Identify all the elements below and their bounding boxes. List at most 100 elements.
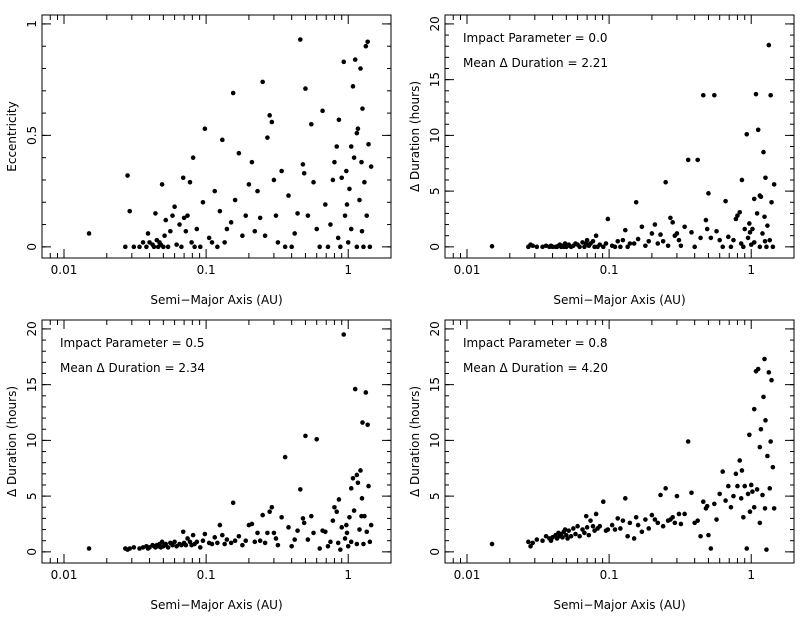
data-point <box>367 244 373 250</box>
data-point <box>190 532 196 538</box>
data-point <box>317 546 323 551</box>
data-point <box>627 241 633 246</box>
data-point <box>358 66 363 71</box>
data-point <box>123 244 128 250</box>
data-point <box>320 108 325 114</box>
data-point <box>670 514 675 520</box>
data-point <box>357 527 362 532</box>
data-point <box>282 454 288 460</box>
data-point <box>275 240 281 245</box>
data-point <box>573 531 578 537</box>
data-point <box>192 244 197 250</box>
data-point <box>359 496 365 501</box>
data-point <box>631 241 637 246</box>
data-point <box>187 179 193 185</box>
data-point <box>652 222 658 227</box>
x-tick-label: 0.1 <box>197 568 216 582</box>
data-point <box>526 539 531 545</box>
data-point <box>728 504 734 510</box>
data-point <box>706 532 711 538</box>
data-point <box>275 542 281 548</box>
data-point <box>364 529 370 535</box>
data-point <box>236 533 242 539</box>
data-point <box>758 426 764 432</box>
data-point <box>368 164 374 169</box>
data-point <box>704 226 710 232</box>
data-point <box>742 483 748 489</box>
data-point <box>745 491 751 497</box>
data-point <box>580 527 585 532</box>
data-point <box>300 516 306 521</box>
data-point <box>163 541 169 547</box>
data-point <box>714 228 719 234</box>
data-point <box>660 523 666 529</box>
data-point <box>153 211 158 216</box>
x-tick-label: 1 <box>747 263 755 277</box>
data-point <box>348 144 354 149</box>
data-point <box>249 521 255 527</box>
data-point <box>543 533 549 539</box>
data-point <box>363 43 369 49</box>
y-tick-label: 20 <box>428 16 442 31</box>
data-point <box>695 518 700 523</box>
data-point <box>738 241 744 246</box>
data-point <box>600 244 606 250</box>
data-point <box>200 538 206 544</box>
data-point <box>685 157 691 163</box>
data-point <box>317 244 323 250</box>
data-point <box>560 535 565 540</box>
data-point <box>605 216 611 222</box>
data-point <box>704 503 710 509</box>
data-point <box>165 545 171 550</box>
data-point <box>577 244 582 250</box>
data-point <box>197 244 203 250</box>
x-axis-label: Semi−Major Axis (AU) <box>150 293 282 307</box>
data-point <box>635 236 641 242</box>
data-point <box>334 509 340 515</box>
data-point <box>757 244 763 250</box>
data-point <box>770 244 776 250</box>
data-point <box>273 213 279 218</box>
data-point <box>220 137 225 143</box>
data-point <box>689 490 694 496</box>
data-point <box>586 532 592 538</box>
data-point <box>625 244 630 250</box>
x-tick-label: 0.01 <box>51 263 78 277</box>
data-point <box>751 240 757 245</box>
data-point <box>365 39 370 45</box>
data-point <box>540 538 545 544</box>
data-point <box>127 546 133 551</box>
y-tick-label: 0 <box>428 243 442 251</box>
data-point <box>741 514 746 520</box>
data-point <box>292 537 297 542</box>
data-point <box>766 42 772 48</box>
y-tick-label: 15 <box>428 72 442 87</box>
data-point <box>330 518 336 523</box>
plot-frame <box>41 319 392 564</box>
y-tick-label: 0 <box>428 548 442 556</box>
data-point <box>768 439 773 444</box>
data-point <box>344 530 350 536</box>
data-point <box>328 222 333 227</box>
data-point <box>249 159 255 165</box>
plot-frame <box>444 319 795 564</box>
data-point <box>682 511 687 517</box>
data-point <box>600 499 606 504</box>
data-point <box>265 530 270 536</box>
data-point <box>243 213 249 218</box>
data-point <box>159 539 165 545</box>
data-point <box>700 499 706 504</box>
y-tick-label: 15 <box>428 377 442 392</box>
data-point <box>646 526 652 531</box>
y-tick-label: 10 <box>428 433 442 448</box>
data-point <box>159 182 165 187</box>
data-point <box>269 119 275 125</box>
data-point <box>623 227 628 233</box>
data-point <box>267 509 272 515</box>
data-point <box>361 541 366 547</box>
data-point <box>623 496 628 501</box>
data-point <box>530 540 536 546</box>
data-point <box>744 546 750 551</box>
data-point <box>271 530 277 536</box>
annotation-2: Mean Δ Duration = 2.34 <box>60 361 205 375</box>
